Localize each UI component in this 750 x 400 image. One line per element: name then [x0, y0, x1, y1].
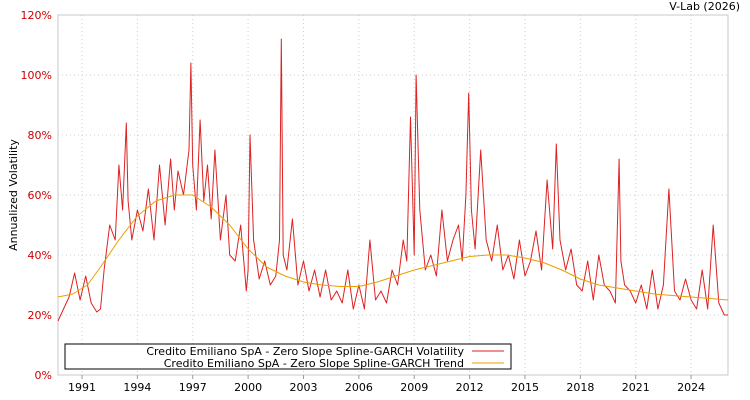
x-tick-label: 2009 — [400, 381, 428, 394]
y-tick-label: 120% — [21, 9, 52, 22]
series-line-volatility — [57, 38, 728, 322]
y-tick-label: 100% — [21, 69, 52, 82]
y-tick-label: 20% — [28, 309, 52, 322]
legend: Credito Emiliano SpA - Zero Slope Spline… — [64, 343, 512, 370]
grid-lines — [58, 15, 728, 375]
x-tick-label: 2018 — [566, 381, 594, 394]
legend-label-trend: Credito Emiliano SpA - Zero Slope Spline… — [164, 357, 464, 370]
y-tick-label: 40% — [28, 249, 52, 262]
x-tick-label: 2024 — [677, 381, 705, 394]
y-axis-label: Annualized Volatility — [7, 139, 20, 251]
y-tick-label: 0% — [35, 369, 52, 382]
x-axis-ticks: 1991 1994 1997 2000 2003 2006 2009 2012 2015 2018… — [68, 375, 705, 394]
legend-box — [64, 343, 512, 370]
x-tick-label: 2021 — [622, 381, 650, 394]
x-tick-label: 1994 — [123, 381, 151, 394]
x-tick-label: 2003 — [289, 381, 317, 394]
x-tick-label: 2006 — [345, 381, 373, 394]
series-group — [57, 38, 729, 322]
legend-label-volatility: Credito Emiliano SpA - Zero Slope Spline… — [146, 345, 464, 358]
source-credit: V-Lab (2026) — [669, 0, 740, 13]
series-line-trend — [57, 194, 729, 301]
y-tick-label: 60% — [28, 189, 52, 202]
x-tick-label: 1997 — [179, 381, 207, 394]
x-tick-label: 2015 — [511, 381, 539, 394]
x-tick-label: 2000 — [234, 381, 262, 394]
plot-frame — [57, 14, 729, 376]
y-tick-label: 80% — [28, 129, 52, 142]
x-tick-label: 2012 — [456, 381, 484, 394]
y-axis-ticks: 0% 20% 40% 60% 80% 100% 120% — [21, 9, 52, 382]
x-tick-label: 1991 — [68, 381, 96, 394]
